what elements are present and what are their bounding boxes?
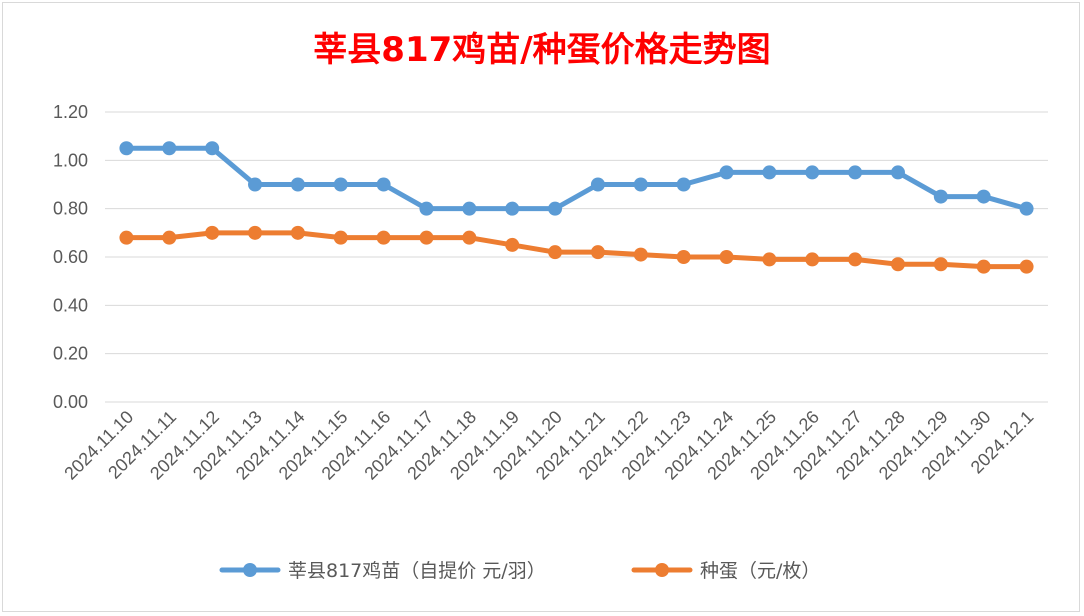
series-line	[123, 145, 1030, 212]
y-tick-label: 0.00	[53, 392, 88, 412]
gridlines	[105, 111, 1048, 403]
data-point	[890, 165, 905, 180]
legend-marker	[655, 563, 669, 577]
data-point	[505, 237, 520, 252]
y-tick-label: 0.80	[53, 199, 88, 219]
series-line	[123, 230, 1030, 270]
data-point	[162, 230, 177, 245]
data-point	[976, 259, 991, 274]
series-group	[119, 141, 1034, 274]
data-point	[590, 245, 605, 260]
y-axis-labels: 0.00 0.20 0.40 0.60 0.80 1.00 1.20	[53, 102, 88, 412]
data-point	[290, 177, 305, 192]
y-tick-label: 0.20	[53, 344, 88, 364]
data-point	[805, 165, 820, 180]
data-point	[333, 177, 348, 192]
data-point	[462, 230, 477, 245]
x-axis-labels: 2024.11.102024.11.112024.11.122024.11.13…	[60, 407, 1037, 484]
y-tick-label: 1.20	[53, 102, 88, 122]
data-point	[933, 257, 948, 272]
data-point	[548, 245, 563, 260]
data-point	[119, 141, 134, 156]
data-point	[419, 201, 434, 216]
data-point	[548, 201, 563, 216]
data-point	[719, 250, 734, 264]
data-point	[719, 165, 734, 180]
legend-marker	[243, 563, 257, 577]
data-point	[676, 177, 691, 192]
data-point	[762, 165, 777, 180]
data-point	[333, 230, 348, 245]
data-point	[633, 177, 648, 192]
data-point	[248, 225, 263, 240]
legend-label: 莘县817鸡苗（自提价 元/羽）	[288, 560, 546, 582]
data-point	[1019, 259, 1034, 274]
data-point	[205, 225, 220, 240]
data-point	[848, 252, 863, 267]
legend: 莘县817鸡苗（自提价 元/羽） 种蛋（元/枚）	[219, 560, 820, 582]
data-point	[248, 177, 263, 192]
y-tick-label: 0.60	[53, 247, 88, 267]
data-point	[462, 201, 477, 216]
data-point	[290, 225, 305, 240]
data-point	[848, 165, 863, 180]
legend-label: 种蛋（元/枚）	[700, 560, 820, 582]
data-point	[676, 250, 691, 264]
y-tick-label: 1.00	[53, 150, 88, 170]
data-point	[119, 230, 134, 245]
data-point	[419, 230, 434, 245]
data-point	[890, 257, 905, 272]
data-point	[633, 247, 648, 262]
data-point	[1019, 201, 1034, 216]
data-point	[205, 141, 220, 156]
data-point	[805, 252, 820, 267]
y-tick-label: 0.40	[53, 295, 88, 315]
data-point	[933, 189, 948, 204]
data-point	[762, 252, 777, 267]
chart-title: 莘县817鸡苗/种蛋价格走势图	[313, 30, 771, 70]
data-point	[590, 177, 605, 192]
data-point	[505, 201, 520, 216]
data-point	[162, 141, 177, 156]
data-point	[376, 230, 391, 245]
data-point	[376, 177, 391, 192]
data-point	[976, 189, 991, 204]
